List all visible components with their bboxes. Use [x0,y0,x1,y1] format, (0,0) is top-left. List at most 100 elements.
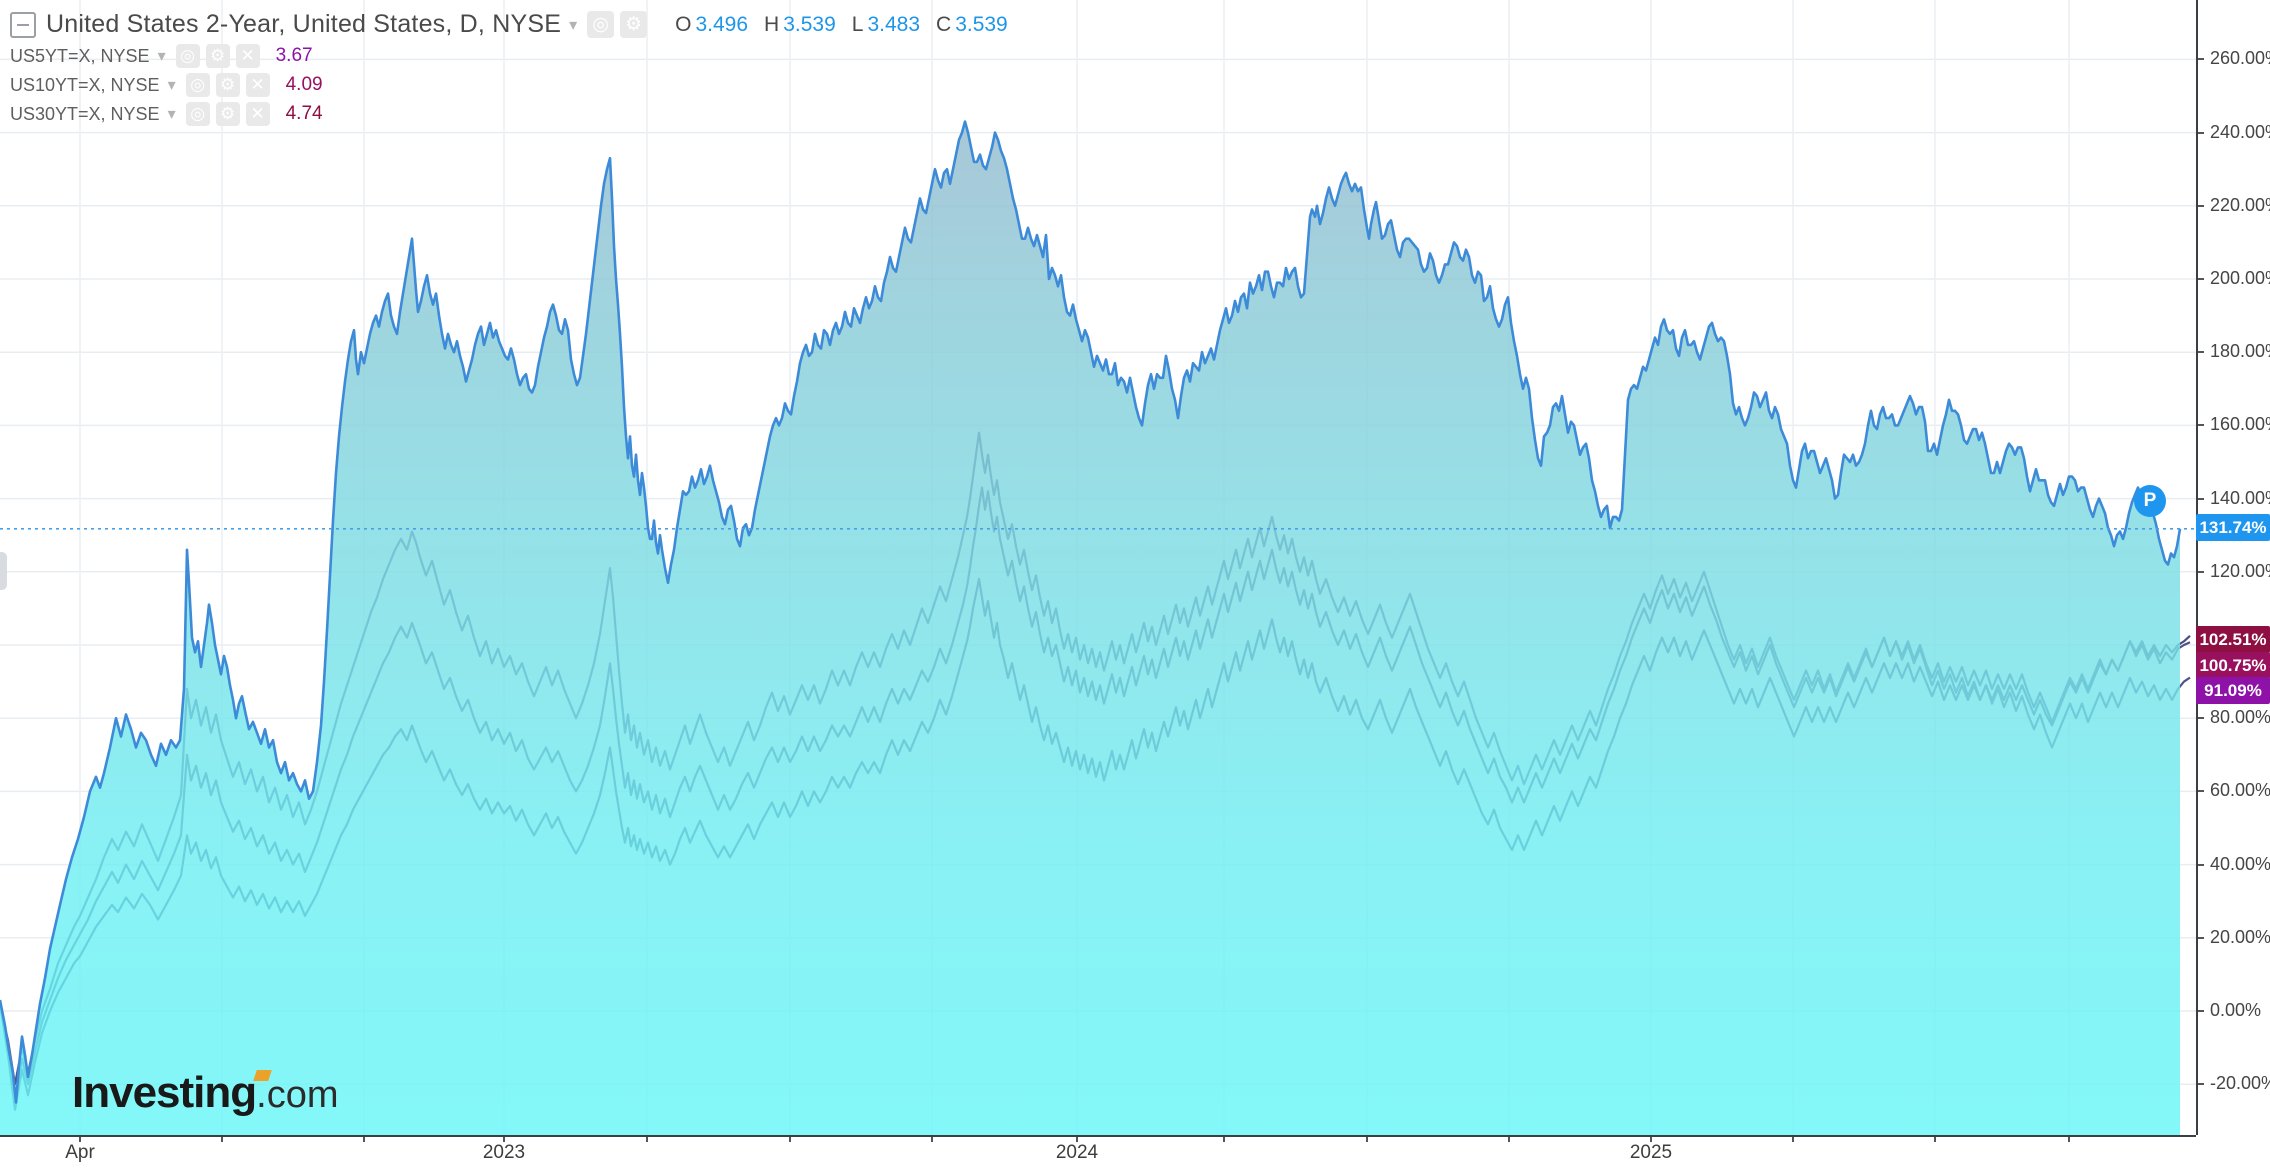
last-price-badge: 91.09% [2196,677,2270,704]
price-chart-canvas[interactable] [0,0,2196,1135]
remove-icon[interactable]: ✕ [245,73,270,97]
price-axis-label: 120.00% [2210,560,2270,581]
price-axis-label: 40.00% [2210,853,2270,874]
side-panel-handle[interactable] [0,552,7,590]
close-value: 3.539 [955,12,1008,36]
main-series-line [0,120,2182,1104]
price-axis[interactable]: 260.00% 240.00% 220.00% 200.00% 180.00% 160.0… [2198,0,2270,1135]
main-series-area [0,121,2180,1135]
price-axis-label: 60.00% [2210,780,2270,801]
time-axis-label: 2025 [1629,1142,1673,1163]
price-axis-label: -20.00% [2210,1073,2270,1094]
time-axis-tick [503,1135,505,1142]
hide-icon[interactable]: ◎ [587,11,615,38]
time-axis-tick [221,1135,223,1142]
price-axis-label: 260.00% [2210,48,2270,69]
chevron-down-icon[interactable]: ▾ [167,77,176,94]
price-axis-tick [2198,1010,2204,1012]
time-axis-tick [646,1135,648,1142]
time-axis-tick [931,1135,933,1142]
open-value: 3.496 [695,12,749,36]
price-axis-tick [2198,790,2204,793]
time-axis-tick [1934,1135,1936,1142]
hide-icon[interactable]: ◎ [175,44,200,68]
price-axis-label: 200.00% [2210,268,2270,288]
remove-icon[interactable]: ✕ [235,44,260,68]
hide-icon[interactable]: ◎ [185,73,210,97]
price-axis-tick [2198,58,2204,61]
price-axis-tick [2198,936,2204,939]
time-axis-tick [1076,1135,1078,1142]
symbol-title[interactable]: United States 2-Year, United States, D, … [46,10,562,38]
last-price-badge: 131.74% [2196,514,2270,541]
compare-row-us5yt: US5YT=X, NYSE ▾ ◎ ⚙ ✕ 3.67 [10,44,313,68]
high-label: H [764,12,780,36]
price-axis-label: 140.00% [2210,487,2270,508]
price-axis-label: 180.00% [2210,341,2270,362]
price-axis-tick [2198,424,2204,427]
low-value: 3.483 [867,12,921,36]
price-axis-label: 160.00% [2210,414,2270,435]
time-axis-label: 2024 [1055,1142,1099,1163]
settings-icon[interactable]: ⚙ [205,44,230,68]
compare-symbol-value: 3.67 [275,45,313,66]
chevron-down-icon[interactable]: ▾ [569,16,578,34]
time-axis-tick [789,1135,791,1142]
price-axis-label: 220.00% [2210,194,2270,215]
close-label: C [936,12,952,36]
collapse-legend-icon[interactable] [10,11,36,38]
price-axis-tick [2198,278,2204,280]
compare-symbol-label[interactable]: US30YT=X, NYSE [10,103,160,124]
compare-symbol-value: 4.74 [285,103,323,124]
high-value: 3.539 [783,12,836,36]
time-axis-label: Apr [65,1142,95,1163]
settings-icon[interactable]: ⚙ [215,102,240,126]
time-axis-tick [1366,1135,1368,1142]
price-axis-tick [2198,497,2204,500]
settings-icon[interactable]: ⚙ [620,11,648,38]
compare-row-us10yt: US10YT=X, NYSE ▾ ◎ ⚙ ✕ 4.09 [10,73,323,97]
price-axis-tick [2198,570,2204,573]
last-price-badge: 102.51% [2196,626,2270,653]
chevron-down-icon[interactable]: ▾ [167,106,176,123]
price-axis-label: 20.00% [2210,926,2270,947]
hide-icon[interactable]: ◎ [185,102,210,126]
time-axis-tick [1792,1135,1794,1142]
last-price-badge: 100.75% [2196,652,2270,679]
time-axis-tick [2068,1135,2070,1142]
price-axis-label: 240.00% [2210,121,2270,142]
time-axis-label: 2023 [482,1142,526,1163]
remove-icon[interactable]: ✕ [245,102,270,126]
chart-legend-main: United States 2-Year, United States, D, … [10,10,1008,39]
time-axis-tick [1223,1135,1225,1142]
price-axis-tick [2198,1083,2204,1086]
compare-row-us30yt: US30YT=X, NYSE ▾ ◎ ⚙ ✕ 4.74 [10,102,323,126]
settings-icon[interactable]: ⚙ [215,73,240,97]
investing-logo-text: Investing [72,1068,257,1117]
time-axis-tick [363,1135,365,1142]
price-axis-tick [2198,717,2204,720]
price-axis-tick [2198,351,2204,354]
price-axis-border [2196,0,2198,1135]
time-axis-tick [1650,1135,1652,1142]
time-axis-tick [79,1135,81,1142]
price-axis-tick [2198,863,2204,866]
low-label: L [851,12,864,36]
investing-logo-suffix: .com [256,1074,339,1116]
investing-logo: Investing .com [72,1068,339,1118]
axis-corner [2198,1137,2270,1168]
chevron-down-icon[interactable]: ▾ [157,48,166,65]
time-axis-tick [1508,1135,1510,1142]
price-axis-tick [2198,131,2204,134]
compare-symbol-label[interactable]: US10YT=X, NYSE [10,74,160,95]
price-axis-tick [2198,204,2204,207]
price-axis-label: 80.00% [2210,707,2270,728]
p-event-marker[interactable]: P [2134,485,2166,517]
price-axis-label: 0.00% [2210,1000,2262,1020]
ohlc-values: O 3.496 H 3.539 L 3.483 C 3.539 [675,13,1008,37]
open-label: O [675,12,692,36]
compare-symbol-label[interactable]: US5YT=X, NYSE [10,45,150,66]
time-axis-border [0,1135,2196,1137]
time-axis[interactable]: Apr 2023 2024 2025 [0,1135,2270,1168]
